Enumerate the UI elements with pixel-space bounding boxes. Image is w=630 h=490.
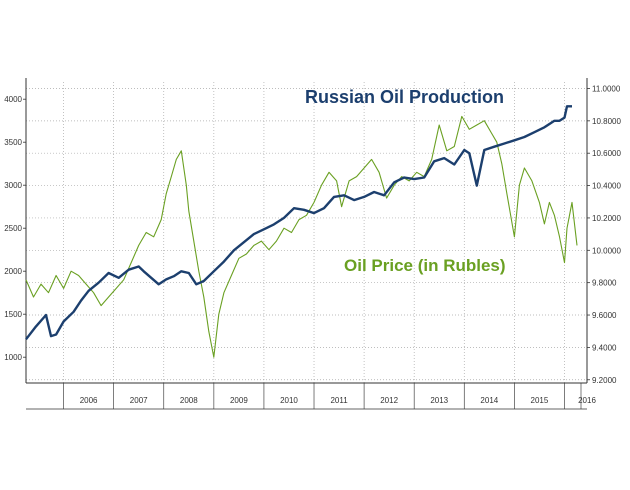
series-line-russian-oil-production (25, 105, 572, 341)
right-axis-ticks: 11.0000 10.8000 10.6000 10.4000 10.2000 10.00… (587, 84, 621, 385)
right-tick-label-3: 10.4000 (592, 182, 621, 191)
x-axis-year-labels: 2006 2007 2008 2009 2010 2011 2012 2013 2014 2015… (80, 396, 597, 405)
right-tick-label-1: 10.8000 (592, 117, 621, 126)
annotation-russian-oil-production: Russian Oil Production (305, 87, 504, 107)
year-label-2012: 2012 (380, 396, 398, 405)
left-tick-label-4: 2000 (4, 267, 22, 276)
right-tick-label-6: 9.8000 (592, 279, 617, 288)
year-label-2006: 2006 (80, 396, 98, 405)
right-tick-label-7: 9.6000 (592, 311, 617, 320)
left-tick-label-3: 2500 (4, 224, 22, 233)
chart-axes (25, 78, 588, 410)
year-label-2011: 2011 (330, 396, 348, 405)
year-label-2015: 2015 (531, 396, 549, 405)
series-line-oil-price-rubles (25, 115, 578, 358)
chart-series (25, 105, 578, 358)
year-label-2009: 2009 (230, 396, 248, 405)
right-tick-label-2: 10.6000 (592, 149, 621, 158)
right-tick-label-4: 10.2000 (592, 214, 621, 223)
year-label-2016: 2016 (578, 396, 596, 405)
left-tick-label-1: 3500 (4, 138, 22, 147)
left-tick-label-6: 1000 (4, 353, 22, 362)
right-tick-label-9: 9.2000 (592, 376, 617, 385)
left-tick-label-0: 4000 (4, 95, 22, 104)
left-axis-ticks: 4000 3500 3000 2500 2000 1500 1000 (4, 95, 26, 362)
chart-grid (26, 82, 587, 383)
right-tick-label-8: 9.4000 (592, 343, 617, 352)
year-label-2007: 2007 (130, 396, 148, 405)
left-tick-label-2: 3000 (4, 181, 22, 190)
right-tick-label-5: 10.0000 (592, 246, 621, 255)
left-tick-label-5: 1500 (4, 310, 22, 319)
year-label-2010: 2010 (280, 396, 298, 405)
year-label-2013: 2013 (430, 396, 448, 405)
year-label-2014: 2014 (480, 396, 498, 405)
right-tick-label-0: 11.0000 (592, 84, 621, 93)
year-label-2008: 2008 (180, 396, 198, 405)
annotation-oil-price-rubles: Oil Price (in Rubles) (344, 256, 506, 275)
